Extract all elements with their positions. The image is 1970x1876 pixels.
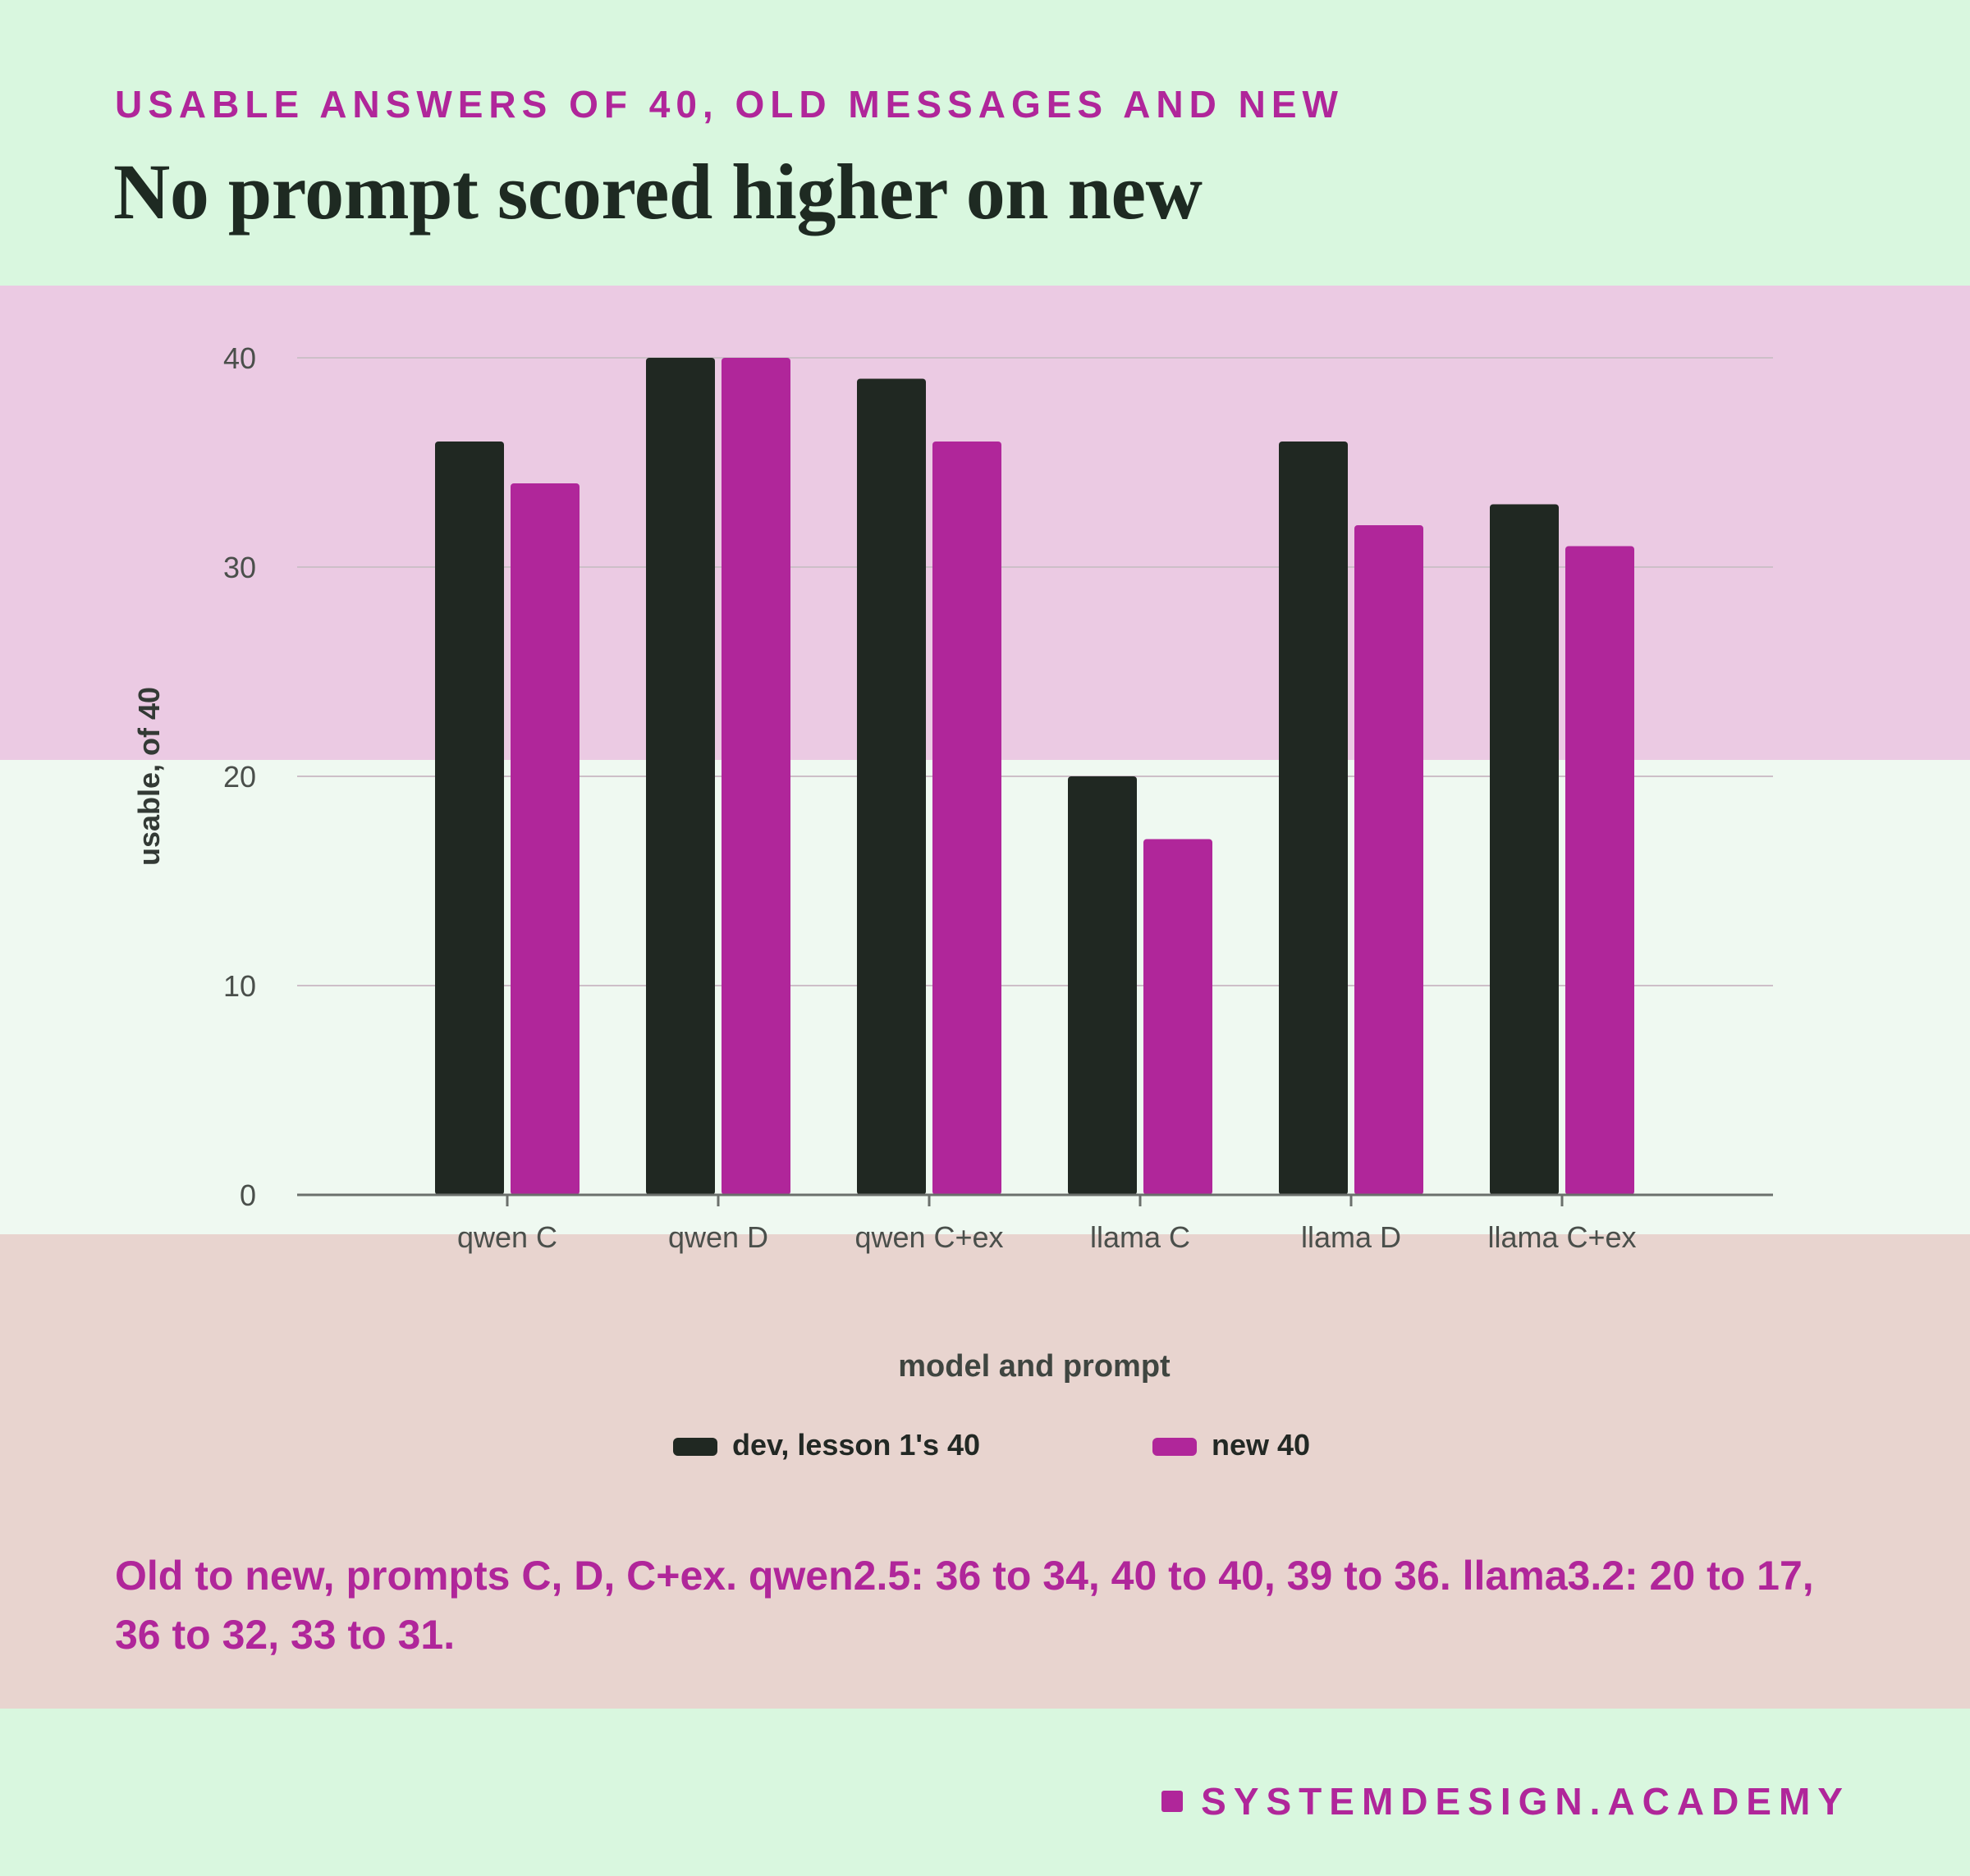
background-band-tan — [0, 1234, 1970, 1709]
brand-name: SYSTEMDESIGN.ACADEMY — [1201, 1780, 1850, 1823]
legend-label: dev, lesson 1's 40 — [732, 1428, 980, 1462]
brand-footer: SYSTEMDESIGN.ACADEMY — [1161, 1779, 1850, 1823]
y-tick-label: 40 — [223, 341, 256, 375]
bar — [1565, 546, 1634, 1195]
bar — [435, 442, 504, 1195]
x-tick-label: qwen D — [668, 1220, 768, 1254]
y-tick-label: 30 — [223, 551, 256, 584]
bar — [1354, 525, 1423, 1195]
x-tick-label: qwen C+ex — [854, 1220, 1003, 1254]
bar — [1279, 442, 1348, 1195]
x-tick-label: qwen C — [457, 1220, 557, 1254]
y-tick-labels: 0 10 20 30 40 — [223, 341, 256, 1212]
chart-caption: Old to new, prompts C, D, C+ex. qwen2.5:… — [115, 1553, 1814, 1658]
x-tick-label: llama C+ex — [1487, 1220, 1636, 1254]
bar — [1490, 504, 1559, 1195]
y-tick-label: 10 — [223, 969, 256, 1003]
brand-square-icon — [1161, 1791, 1184, 1812]
bar — [1068, 776, 1137, 1195]
legend-item: new 40 — [1152, 1428, 1310, 1462]
bar — [646, 358, 715, 1195]
bars — [435, 358, 1634, 1195]
legend-item: dev, lesson 1's 40 — [673, 1428, 980, 1462]
x-tick-label: llama C — [1090, 1220, 1190, 1254]
x-tick-labels: qwen C qwen D qwen C+ex llama C llama D llama… — [457, 1220, 1637, 1254]
bar — [511, 483, 580, 1195]
y-axis-label: usable, of 40 — [132, 687, 166, 866]
bar — [722, 358, 790, 1195]
x-axis — [297, 1193, 1773, 1206]
background-band-top — [0, 0, 1970, 286]
legend-label: new 40 — [1212, 1428, 1310, 1462]
y-tick-label: 20 — [223, 760, 256, 794]
legend-swatch — [673, 1438, 717, 1456]
bar — [857, 378, 926, 1195]
bar — [932, 442, 1001, 1195]
chart-eyebrow: USABLE ANSWERS OF 40, OLD MESSAGES AND N… — [115, 83, 1344, 126]
x-axis-label: model and prompt — [898, 1349, 1171, 1384]
chart-headline: No prompt scored higher on new — [113, 148, 1203, 236]
y-tick-label: 0 — [240, 1178, 256, 1212]
legend: dev, lesson 1's 40 new 40 — [673, 1428, 1310, 1462]
x-tick-label: llama D — [1301, 1220, 1401, 1254]
bar — [1143, 839, 1212, 1195]
background-band-bottom — [0, 1709, 1970, 1876]
legend-swatch — [1152, 1438, 1197, 1456]
